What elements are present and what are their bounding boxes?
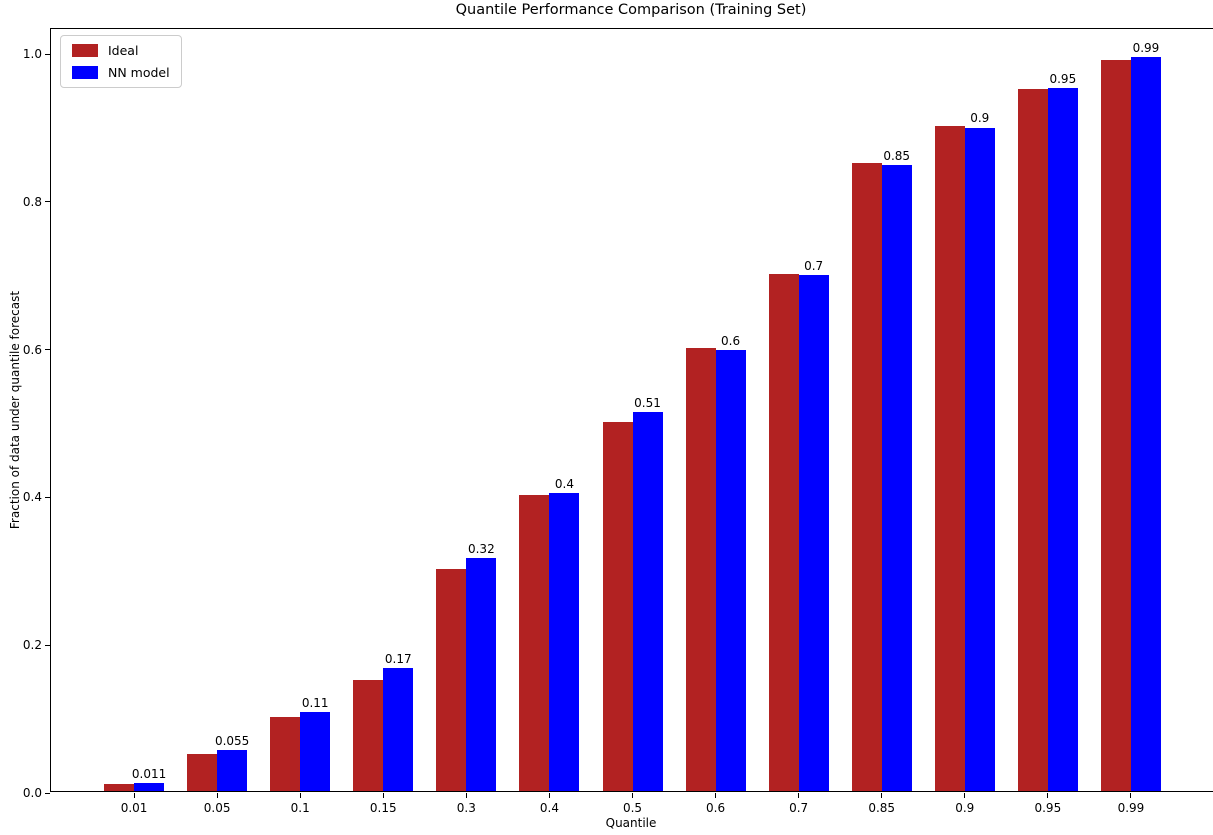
x-tick [465, 793, 467, 798]
x-tick [382, 793, 384, 798]
bar-value-label: 0.85 [883, 149, 911, 164]
x-tick-label: 0.1 [290, 801, 310, 815]
x-tick [632, 793, 633, 798]
x-tick-label: 0.05 [203, 801, 231, 815]
bar-nn-model [549, 493, 580, 791]
bar-nn-model [798, 275, 829, 791]
bar-ideal [1017, 89, 1048, 791]
x-tick-label: 0.3 [456, 801, 476, 815]
x-tick [548, 793, 550, 798]
legend: Ideal NN model [60, 35, 182, 88]
y-tick [45, 201, 50, 203]
bar-ideal [187, 754, 218, 791]
x-tick-label: 0.9 [955, 801, 975, 815]
x-tick [133, 793, 135, 798]
chart-title: Quantile Performance Comparison (Trainin… [455, 2, 807, 18]
plot-area: Ideal NN model 0.011 0.055 0.11 0.17 0.32 0.4 0… [23, 28, 1213, 815]
bar-ideal [1100, 59, 1131, 791]
y-axis-label: Fraction of data under quantile forecast [8, 290, 22, 530]
x-tick-label: 0.6 [706, 801, 726, 815]
y-tick-label: 0.8 [22, 194, 42, 209]
bar-value-label: 0.17 [384, 652, 412, 667]
x-tick [216, 793, 218, 798]
legend-label: Ideal [108, 43, 139, 58]
bar-ideal [934, 126, 965, 791]
bar-ideal [851, 162, 882, 791]
legend-entry: Ideal [72, 43, 170, 58]
bar-ideal [270, 717, 301, 791]
bar-nn-model [383, 668, 414, 791]
x-tick-label: 0.95 [1034, 801, 1062, 815]
legend-swatch-icon [72, 44, 98, 57]
bar-nn-model [1130, 57, 1161, 791]
y-tick [45, 792, 50, 794]
bar-value-label: 0.9 [970, 111, 990, 126]
x-tick [715, 793, 717, 798]
x-tick [1047, 793, 1049, 798]
bar-nn-model [632, 411, 663, 791]
x-tick-label: 0.01 [120, 801, 148, 815]
bar-value-label: 0.7 [804, 259, 824, 274]
y-tick-label: 0.0 [22, 786, 42, 800]
bar-ideal [768, 273, 799, 791]
bar-value-label: 0.011 [131, 766, 167, 781]
y-tick [45, 53, 50, 55]
y-tick-label: 1.0 [22, 47, 42, 62]
legend-swatch-icon [72, 66, 98, 79]
y-tick-label: 0.6 [22, 342, 42, 357]
y-tick [45, 349, 50, 351]
x-tick-label: 0.15 [369, 801, 397, 815]
bar-nn-model [134, 782, 165, 791]
bar-value-label: 0.32 [467, 541, 495, 556]
x-tick [299, 793, 301, 798]
bar-nn-model [964, 127, 995, 791]
bar-ideal [436, 569, 467, 791]
x-tick-label: 0.5 [622, 801, 643, 815]
x-tick [881, 793, 883, 798]
bar-ideal [602, 421, 633, 791]
x-tick-label: 0.99 [1117, 801, 1145, 815]
bar-ideal [685, 347, 716, 791]
x-tick [798, 793, 800, 798]
legend-entry: NN model [72, 65, 170, 80]
bar-ideal [104, 783, 135, 791]
bar-value-label: 0.055 [214, 734, 250, 749]
bar-value-label: 0.95 [1049, 72, 1077, 87]
bar-nn-model [466, 557, 497, 791]
x-tick [964, 793, 966, 798]
y-tick-label: 0.4 [22, 490, 42, 505]
x-tick-label: 0.85 [868, 801, 896, 815]
bar-ideal [353, 680, 384, 791]
x-tick-label: 0.4 [539, 801, 559, 815]
bar-value-label: 0.51 [634, 395, 661, 410]
x-axis-label: Quantile [605, 816, 657, 830]
bar-value-label: 0.6 [721, 333, 741, 348]
bar-nn-model [715, 349, 746, 791]
y-tick [45, 644, 50, 646]
bar-nn-model [1047, 88, 1078, 791]
bar-nn-model [217, 750, 248, 791]
legend-label: NN model [108, 65, 170, 80]
bar-value-label: 0.4 [554, 477, 574, 492]
bar-ideal [519, 495, 550, 791]
y-tick-label: 0.2 [22, 638, 42, 653]
bar-value-label: 0.99 [1132, 41, 1160, 56]
y-tick [45, 496, 50, 498]
bar-value-label: 0.11 [301, 695, 329, 710]
bar-nn-model [300, 711, 331, 791]
bar-nn-model [881, 165, 912, 791]
x-tick-label: 0.7 [789, 801, 809, 815]
x-tick [1130, 793, 1132, 798]
